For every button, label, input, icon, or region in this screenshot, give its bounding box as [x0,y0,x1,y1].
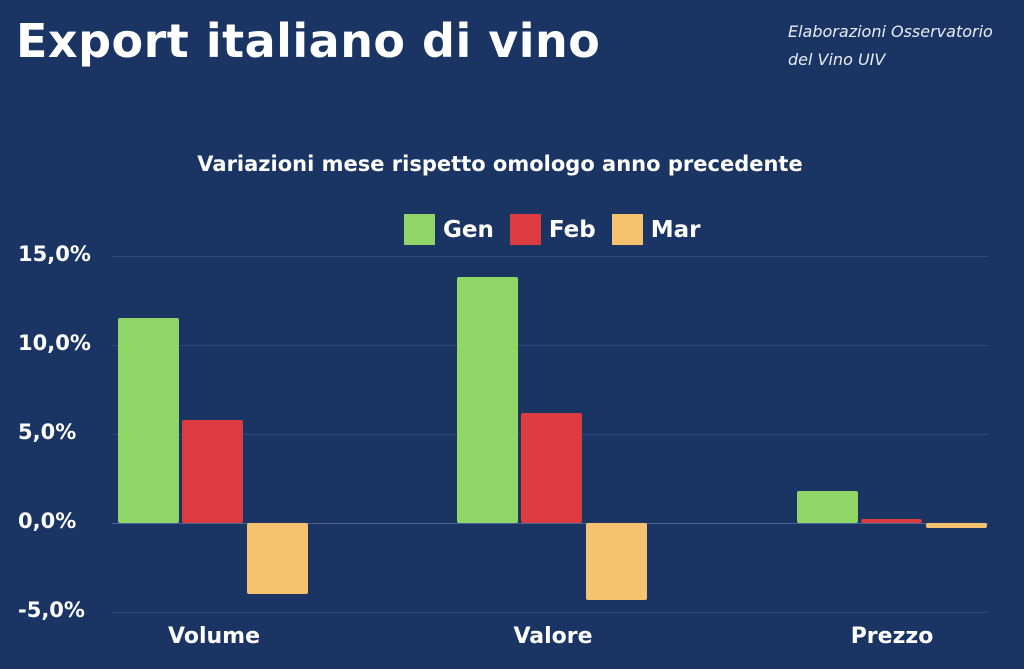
gridline-10 [112,345,988,346]
x-label-volume: Volume [168,624,260,649]
legend-item-mar: Mar [611,214,701,245]
source-line-1: Elaborazioni Osservatorio [788,22,993,41]
legend-item-feb: Feb [509,214,596,245]
y-tick-label: 15,0% [18,242,91,266]
y-tick-label: 10,0% [18,331,91,355]
gridline-0 [112,523,988,524]
x-label-prezzo: Prezzo [850,624,934,649]
legend-label-feb: Feb [548,216,596,243]
bar-volume-mar [247,523,308,595]
gridline-15 [112,256,988,257]
source-line-2: del Vino UIV [788,50,886,69]
legend-label-gen: Gen [443,216,494,243]
legend-item-gen: Gen [404,214,494,245]
chart-subtitle: Variazioni mese rispetto omologo anno pr… [197,152,803,176]
legend-swatch-gen [404,214,435,245]
bar-prezzo-feb [861,519,922,523]
y-tick-label: -5,0% [18,598,85,622]
bar-valore-mar [586,523,647,600]
legend-label-mar: Mar [650,216,701,243]
legend-swatch-feb [509,214,541,245]
x-label-valore: Valore [513,624,593,649]
bar-volume-feb [182,419,243,523]
legend-swatch-mar [611,214,643,245]
y-tick-label: 0,0% [18,509,77,533]
legend: Gen Feb Mar [404,214,700,245]
bar-volume-gen [118,318,179,523]
bar-prezzo-gen [797,490,858,523]
bar-valore-feb [521,412,582,523]
page-title: Export italiano di vino [16,14,601,68]
bar-valore-gen [457,277,518,523]
source-note: Elaborazioni Osservatorio del Vino UIV [788,18,993,74]
y-tick-label: 5,0% [18,420,77,444]
gridline-minus5 [112,612,988,613]
bar-prezzo-mar [926,523,987,529]
